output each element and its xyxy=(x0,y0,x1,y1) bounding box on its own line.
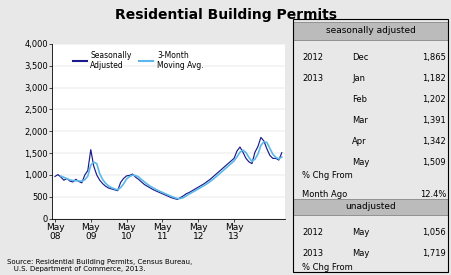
Legend: Seasonally
Adjusted, 3-Month
Moving Avg.: Seasonally Adjusted, 3-Month Moving Avg. xyxy=(69,48,206,73)
Text: 1,182: 1,182 xyxy=(421,74,445,83)
Text: 2012: 2012 xyxy=(301,229,322,237)
Text: Jan: Jan xyxy=(351,74,364,83)
Text: seasonally adjusted: seasonally adjusted xyxy=(325,26,414,35)
Text: 12.4%: 12.4% xyxy=(419,190,445,199)
Text: Month Ago: Month Ago xyxy=(301,190,346,199)
Text: Apr: Apr xyxy=(351,137,366,146)
Text: Residential Building Permits: Residential Building Permits xyxy=(115,8,336,22)
Text: 2013: 2013 xyxy=(301,74,322,83)
Text: May: May xyxy=(351,229,368,237)
Text: 1,865: 1,865 xyxy=(421,53,445,62)
Text: 2013: 2013 xyxy=(301,249,322,258)
Text: % Chg From: % Chg From xyxy=(301,263,352,272)
Text: Dec: Dec xyxy=(351,53,368,62)
Text: Mar: Mar xyxy=(351,116,367,125)
Text: unadjusted: unadjusted xyxy=(345,202,395,211)
Text: 1,056: 1,056 xyxy=(421,229,445,237)
Text: May: May xyxy=(351,249,368,258)
Text: Source: Residential Building Permits, Census Bureau,
   U.S. Department of Comme: Source: Residential Building Permits, Ce… xyxy=(7,259,192,272)
Text: 1,509: 1,509 xyxy=(422,158,445,167)
Text: 1,202: 1,202 xyxy=(422,95,445,104)
Text: Feb: Feb xyxy=(351,95,366,104)
Text: 1,391: 1,391 xyxy=(421,116,445,125)
Text: % Chg From: % Chg From xyxy=(301,171,352,180)
Text: 2012: 2012 xyxy=(301,53,322,62)
Text: 1,342: 1,342 xyxy=(421,137,445,146)
Text: 1,719: 1,719 xyxy=(421,249,445,258)
Text: May: May xyxy=(351,158,368,167)
